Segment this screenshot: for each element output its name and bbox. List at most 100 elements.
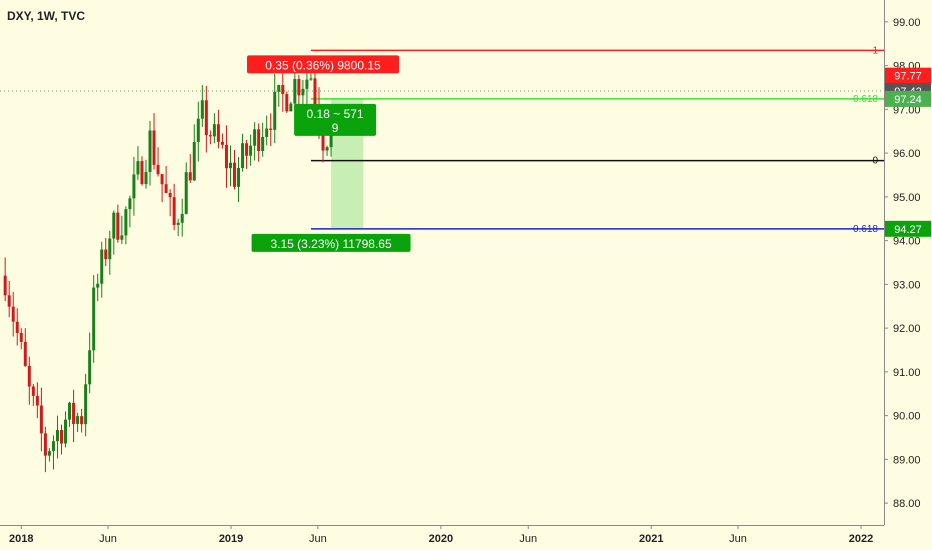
candle-body: [233, 162, 237, 187]
price-tag-label: 97.24: [894, 94, 922, 106]
candle-body: [116, 212, 120, 240]
candle-body: [64, 419, 68, 444]
candle-body: [72, 402, 76, 424]
plot-background: [0, 0, 884, 525]
candle-body: [297, 78, 301, 96]
candle-body: [120, 235, 124, 240]
candle-body: [23, 341, 27, 366]
price-tag-label: 94.27: [894, 224, 922, 236]
candle-body: [88, 350, 92, 385]
fib-level-label: 0: [872, 156, 878, 167]
x-tick-label: Jun: [729, 533, 747, 545]
candle-body: [27, 365, 31, 387]
y-tick-label: 97.00: [893, 104, 921, 116]
candle-body: [43, 433, 47, 456]
candle-body: [19, 333, 23, 342]
candle-body: [104, 249, 108, 260]
y-tick-label: 90.00: [893, 411, 921, 423]
x-tick-label: 2021: [639, 533, 663, 545]
y-tick-label: 91.00: [893, 367, 921, 379]
candle-body: [309, 78, 313, 80]
candle-body: [76, 416, 80, 424]
candle-body: [51, 441, 55, 452]
y-tick-label: 99.00: [893, 17, 921, 29]
candle-body: [301, 88, 305, 96]
fib-level-label: 0.618: [853, 94, 878, 105]
candle-body: [47, 451, 51, 456]
candle-body: [156, 164, 160, 175]
candle-body: [124, 209, 128, 236]
x-tick-label: 2018: [9, 533, 33, 545]
price-tag-box: [885, 90, 931, 107]
candle-body: [212, 124, 216, 137]
x-tick-label: Jun: [99, 533, 117, 545]
candle-body: [68, 402, 72, 420]
annotation-box: [251, 233, 411, 252]
candle-body: [245, 143, 249, 156]
candle-body: [216, 124, 220, 142]
candle-body: [84, 384, 88, 425]
candle-body: [281, 85, 285, 95]
candle-body: [168, 192, 172, 198]
candle-body: [15, 321, 19, 334]
candle-body: [228, 162, 232, 169]
candle-body: [144, 172, 148, 185]
candle-body: [3, 275, 7, 296]
x-tick-label: 2020: [429, 533, 453, 545]
candle-body: [92, 287, 96, 351]
candle-body: [39, 405, 43, 434]
annotation-text: 0.18 ~ 571: [307, 107, 364, 121]
candle-body: [128, 198, 132, 210]
fib-level-label: 1: [872, 45, 878, 56]
candle-body: [200, 100, 204, 119]
candle-body: [31, 386, 35, 396]
candle-body: [241, 143, 245, 168]
candle-body: [176, 222, 180, 225]
candle-body: [273, 91, 277, 130]
candle-body: [192, 141, 196, 181]
candle-body: [60, 429, 64, 444]
candle-body: [160, 174, 164, 185]
candle-body: [140, 161, 144, 185]
candle-body: [208, 135, 212, 137]
candle-body: [321, 128, 325, 151]
annotation-label: 3.15 (3.23%) 11798.65: [251, 233, 411, 252]
y-tick-label: 92.00: [893, 323, 921, 335]
annotation-label: 0.35 (0.36%) 9800.15: [247, 55, 400, 74]
y-tick-label: 93.00: [893, 279, 921, 291]
price-tag: 97.24: [885, 90, 931, 107]
candle-body: [96, 283, 100, 288]
candle-body: [224, 144, 228, 169]
candle-body: [237, 167, 241, 187]
candle-body: [188, 172, 192, 181]
price-tag-box: [885, 67, 931, 84]
candle-body: [329, 126, 333, 148]
y-tick-label: 88.00: [893, 498, 921, 510]
candle-body: [220, 141, 224, 145]
candle-body: [305, 79, 309, 89]
candle-body: [172, 197, 176, 225]
price-tag: 94.27: [885, 220, 931, 237]
price-tag: 97.77: [885, 67, 931, 84]
candle-body: [180, 213, 184, 223]
candle-body: [7, 295, 11, 307]
annotation-box: [294, 103, 377, 136]
x-tick-label: 2019: [219, 533, 243, 545]
candle-body: [132, 174, 136, 199]
annotation-box: [247, 55, 400, 74]
candle-body: [313, 78, 317, 106]
chart-title: DXY, 1W, TVC: [7, 9, 85, 23]
candle-body: [184, 172, 188, 214]
y-tick-label: 96.00: [893, 148, 921, 160]
candle-body: [249, 145, 253, 156]
x-tick-label: 2022: [849, 533, 873, 545]
candle-body: [257, 129, 261, 152]
y-tick-label: 94.00: [893, 236, 921, 248]
y-tick-label: 89.00: [893, 454, 921, 466]
x-tick-label: Jun: [309, 533, 327, 545]
price-tag-label: 97.77: [894, 71, 922, 83]
candle-body: [204, 100, 208, 136]
price-tag-box: [885, 220, 931, 237]
